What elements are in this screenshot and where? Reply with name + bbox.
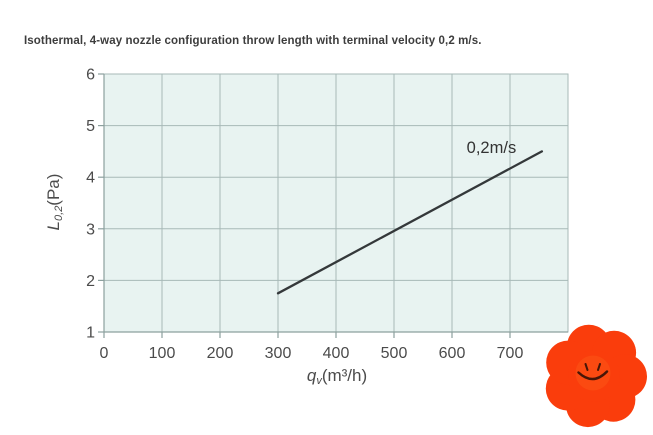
y-tick-label: 3 xyxy=(86,221,95,238)
x-tick-label: 400 xyxy=(323,345,350,362)
tick-label-layer: 0 100 200 300 400 500 600 700 1 2 3 4 5 6 xyxy=(86,67,523,363)
axis-layer xyxy=(98,73,568,338)
smiley-smile xyxy=(577,370,609,381)
series-line xyxy=(276,150,544,295)
y-tick-label: 2 xyxy=(86,273,95,290)
chart-title: Isothermal, 4-way nozzle configuration t… xyxy=(24,35,482,47)
x-tick-label: 500 xyxy=(381,345,408,362)
series-layer xyxy=(276,150,544,295)
x-tick-label: 600 xyxy=(439,345,466,362)
smiley-eyes xyxy=(584,363,601,371)
x-tick-label: 300 xyxy=(265,345,292,362)
y-tick-label: 6 xyxy=(86,67,95,84)
x-axis-symbol: q xyxy=(306,366,317,385)
series-annotation: 0,2m/s xyxy=(467,139,517,157)
x-tick-label: 700 xyxy=(497,345,524,362)
x-axis-title: qv(m³/h) xyxy=(237,366,437,387)
smiley-face xyxy=(575,355,611,391)
x-axis-subscript: v xyxy=(316,375,322,387)
x-axis-unit: (m³/h) xyxy=(321,366,368,385)
x-tick-label: 200 xyxy=(207,345,234,362)
grid-layer xyxy=(103,73,569,333)
y-tick-label: 4 xyxy=(86,170,95,187)
x-tick-label: 0 xyxy=(100,345,109,362)
x-tick-label: 100 xyxy=(149,345,176,362)
smiley-left-eye xyxy=(584,363,589,371)
y-tick-label: 5 xyxy=(86,118,95,135)
smiley-right-eye xyxy=(597,363,601,371)
annotation-layer: 0,2m/s xyxy=(467,139,517,157)
y-tick-label: 1 xyxy=(86,325,95,342)
